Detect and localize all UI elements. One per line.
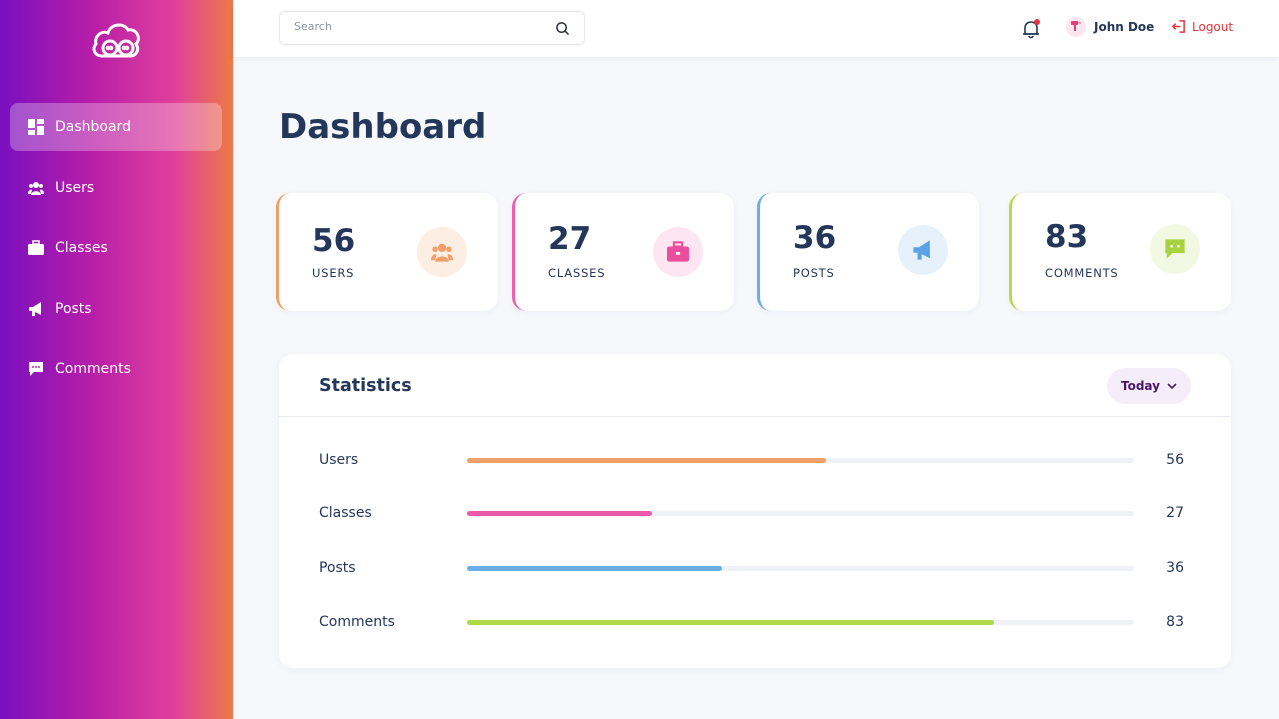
statistics-title: Statistics — [319, 376, 412, 396]
stat-badge — [1150, 224, 1200, 274]
stat-label: COMMENTS — [1045, 266, 1119, 280]
users-icon — [431, 243, 453, 262]
stat-row-value: 83 — [1166, 614, 1184, 630]
logout-icon — [1171, 20, 1185, 33]
stat-value: 83 — [1045, 219, 1089, 255]
stat-row-label: Users — [319, 452, 359, 468]
stat-row-value: 36 — [1166, 560, 1184, 576]
sidebar-item-label: Classes — [55, 240, 108, 256]
cloud-chat-icon[interactable] — [90, 20, 142, 62]
progress-fill — [467, 458, 826, 463]
user-avatar-icon — [1071, 21, 1081, 31]
sidebar-item-label: Dashboard — [55, 119, 131, 135]
page-title: Dashboard — [279, 107, 487, 147]
logout-button[interactable]: Logout — [1171, 19, 1233, 34]
stat-row-value: 56 — [1166, 452, 1184, 468]
dashboard-icon — [27, 118, 45, 136]
sidebar-nav: Dashboard Users Classes Posts Comments — [10, 103, 222, 406]
progress-fill — [467, 620, 994, 625]
notification-bell[interactable] — [1022, 19, 1040, 39]
search-input[interactable] — [294, 20, 544, 33]
briefcase-icon — [667, 241, 689, 262]
sidebar-item-label: Posts — [55, 300, 92, 317]
progress-track — [467, 458, 1134, 463]
stat-value: 56 — [312, 223, 356, 259]
sidebar-item-dashboard[interactable]: Dashboard — [10, 103, 222, 151]
period-dropdown[interactable]: Today — [1107, 368, 1191, 404]
bell-icon — [1023, 21, 1039, 39]
stat-row: Classes 27 — [279, 505, 1231, 525]
stat-row: Users 56 — [279, 452, 1231, 472]
stat-label: POSTS — [793, 266, 835, 280]
stat-label: CLASSES — [548, 266, 606, 280]
sidebar-item-label: Users — [55, 179, 95, 196]
avatar — [1066, 17, 1086, 37]
stat-badge — [653, 227, 703, 277]
stat-card-classes[interactable]: 27 CLASSES — [512, 193, 734, 311]
stat-row: Comments 83 — [279, 614, 1231, 634]
stat-badge — [898, 225, 948, 275]
stat-row-label: Classes — [319, 505, 372, 521]
stat-row: Posts 36 — [279, 560, 1231, 580]
progress-track — [467, 620, 1134, 625]
sidebar-item-posts[interactable]: Posts — [10, 285, 222, 333]
stat-card-users[interactable]: 56 USERS — [276, 193, 498, 311]
stat-row-value: 27 — [1166, 505, 1184, 521]
notification-dot — [1034, 19, 1040, 25]
briefcase-icon — [27, 239, 45, 257]
comment-icon — [27, 360, 45, 378]
progress-track — [467, 566, 1134, 571]
stat-value: 36 — [793, 220, 837, 256]
stat-badge — [417, 227, 467, 277]
user-menu[interactable]: John Doe — [1066, 17, 1154, 37]
sidebar-item-label: Comments — [55, 361, 131, 377]
stat-row-label: Comments — [319, 614, 395, 630]
sidebar-item-comments[interactable]: Comments — [10, 345, 222, 393]
stat-label: USERS — [312, 266, 355, 280]
stat-card-comments[interactable]: 83 COMMENTS — [1009, 193, 1231, 311]
divider — [279, 416, 1231, 417]
progress-fill — [467, 511, 652, 516]
top-header: John Doe Logout — [233, 0, 1279, 57]
logout-label: Logout — [1192, 19, 1234, 34]
stat-value: 27 — [548, 221, 592, 257]
user-name: John Doe — [1094, 20, 1155, 34]
comment-icon — [1165, 239, 1185, 259]
users-icon — [27, 179, 45, 197]
search-icon[interactable] — [555, 21, 570, 36]
sidebar-item-classes[interactable]: Classes — [10, 224, 222, 272]
statistics-panel: Statistics Today Users 56 Classes 27 Pos… — [279, 354, 1231, 668]
progress-track — [467, 511, 1134, 516]
chevron-down-icon — [1167, 383, 1177, 390]
search-box — [279, 11, 585, 45]
progress-fill — [467, 566, 723, 571]
sidebar: Dashboard Users Classes Posts Comments — [0, 0, 233, 719]
period-label: Today — [1121, 379, 1160, 393]
megaphone-icon — [913, 240, 930, 260]
stat-row-label: Posts — [319, 560, 356, 576]
sidebar-item-users[interactable]: Users — [10, 164, 222, 212]
stat-card-posts[interactable]: 36 POSTS — [757, 193, 979, 311]
megaphone-icon — [27, 300, 45, 318]
